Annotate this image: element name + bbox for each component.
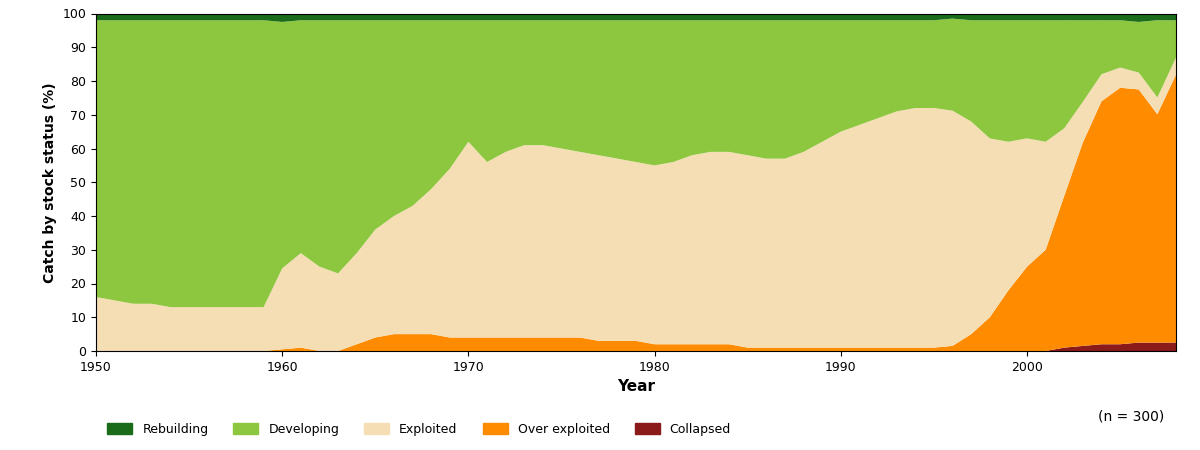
Legend: Rebuilding, Developing, Exploited, Over exploited, Collapsed: Rebuilding, Developing, Exploited, Over … xyxy=(102,418,736,441)
Y-axis label: Catch by stock status (%): Catch by stock status (%) xyxy=(43,82,56,283)
X-axis label: Year: Year xyxy=(617,379,655,394)
Text: (n = 300): (n = 300) xyxy=(1098,409,1164,423)
